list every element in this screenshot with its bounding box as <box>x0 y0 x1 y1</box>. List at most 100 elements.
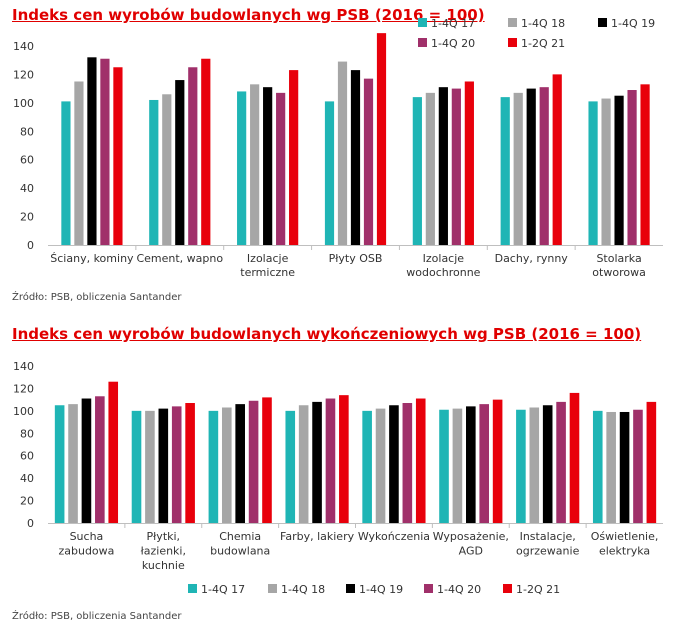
x-tick-label-line: kuchnie <box>142 559 185 572</box>
bar <box>298 405 309 523</box>
bar <box>627 90 637 245</box>
legend-label: 1-4Q 18 <box>521 17 565 30</box>
x-tick-label: Cement, wapno <box>136 252 223 265</box>
x-tick-label: Płyty OSB <box>329 252 383 265</box>
bar <box>208 410 219 523</box>
x-tick-label-line: Chemia <box>219 530 261 543</box>
legend-swatch <box>508 18 517 27</box>
bar <box>237 91 247 245</box>
y-tick-label: 120 <box>13 68 34 81</box>
y-tick-label: 40 <box>20 472 34 485</box>
bar <box>262 397 272 523</box>
bar <box>100 58 110 245</box>
y-tick-label: 0 <box>27 517 34 530</box>
bar <box>526 88 536 245</box>
y-tick-label: 20 <box>20 495 34 508</box>
bar <box>402 403 413 523</box>
x-tick-label-line: Wyposażenie, <box>433 530 509 543</box>
bar <box>552 74 562 245</box>
bar <box>464 81 474 245</box>
bar <box>614 95 624 245</box>
bar <box>363 78 374 245</box>
y-tick-label: 80 <box>20 427 34 440</box>
x-tick-label-line: Farby, lakiery <box>280 530 355 543</box>
bar <box>466 406 476 523</box>
bar <box>425 92 435 245</box>
x-tick-label: Wykończenia <box>358 530 430 543</box>
bar <box>312 401 322 523</box>
x-tick-label-line: zabudowa <box>58 545 114 558</box>
legend-label: 1-4Q 19 <box>611 17 655 30</box>
x-tick-label-line: Stolarka <box>596 252 641 265</box>
bar <box>188 67 198 245</box>
bar <box>175 80 185 245</box>
bar <box>108 381 119 523</box>
bar <box>601 98 611 245</box>
legend-label: 1-2Q 21 <box>521 37 565 50</box>
y-tick-label: 100 <box>13 405 34 418</box>
x-tick-label-line: ogrzewanie <box>516 545 580 558</box>
y-tick-label: 120 <box>13 382 34 395</box>
y-tick-label: 60 <box>20 450 34 463</box>
legend-swatch <box>424 584 433 593</box>
x-tick-label-line: Ściany, kominy <box>50 252 134 265</box>
bar <box>158 408 169 523</box>
bar <box>95 396 105 523</box>
y-tick-label: 40 <box>20 182 34 195</box>
x-tick-label: Stolarka otworowa <box>592 252 646 279</box>
bar <box>68 404 78 523</box>
bar <box>479 404 490 523</box>
bar <box>619 411 630 523</box>
bar <box>149 99 159 245</box>
bar <box>492 399 503 523</box>
legend-label: 1-2Q 21 <box>516 583 560 596</box>
legend-label: 1-4Q 17 <box>201 583 245 596</box>
chart-1: 0 20 40 60 80 100 120 140 Ściany, kominy Cement, … <box>13 17 663 279</box>
legend-swatch <box>418 38 427 47</box>
x-tick-label-line: Instalacje, <box>520 530 576 543</box>
x-tick-label: Instalacje, ogrzewanie <box>516 530 580 558</box>
bar <box>276 92 286 245</box>
x-tick-label: Farby, lakiery <box>280 530 355 543</box>
x-tick-label-line: wodochronne <box>406 266 480 279</box>
bar <box>606 411 616 523</box>
bar <box>324 101 335 245</box>
bar <box>61 101 71 245</box>
x-tick-label-line: otworowa <box>592 266 646 279</box>
bar <box>415 398 426 523</box>
x-tick-label-line: Izolacje <box>423 252 465 265</box>
x-tick-label-line: łazienki, <box>141 545 186 558</box>
y-tick-label: 60 <box>20 154 34 167</box>
bar <box>201 58 211 245</box>
legend-label: 1-4Q 20 <box>431 37 475 50</box>
x-tick-label: Izolacje wodochronne <box>406 252 480 279</box>
legend-swatch <box>508 38 517 47</box>
bar <box>87 57 97 245</box>
bar <box>633 409 643 523</box>
bar <box>74 81 84 245</box>
x-tick-label: Ściany, kominy <box>50 252 134 265</box>
x-tick-label: Dachy, rynny <box>495 252 569 265</box>
bar <box>113 67 123 245</box>
legend-swatch <box>503 584 512 593</box>
x-tick-label-line: budowlana <box>210 545 270 558</box>
bar <box>539 87 549 245</box>
x-tick-label: Izolacje termiczne <box>240 252 295 279</box>
bar <box>362 410 372 523</box>
bar <box>289 70 299 245</box>
bar <box>516 409 526 523</box>
y-tick-label: 20 <box>20 211 34 224</box>
y-tick-label: 140 <box>13 360 34 373</box>
bar <box>185 403 195 523</box>
bar <box>54 405 65 523</box>
x-tick-label-line: Płytki, <box>147 530 181 543</box>
x-tick-label-line: Wykończenia <box>358 530 430 543</box>
bar <box>248 400 259 523</box>
chart-2-title: Indeks cen wyrobów budowlanych wykończen… <box>12 325 642 343</box>
bar <box>145 410 155 523</box>
y-tick-label: 140 <box>13 40 34 53</box>
legend-label: 1-4Q 17 <box>431 17 475 30</box>
bar <box>263 87 273 245</box>
x-tick-label-line: Płyty OSB <box>329 252 383 265</box>
legend-label: 1-4Q 19 <box>359 583 403 596</box>
